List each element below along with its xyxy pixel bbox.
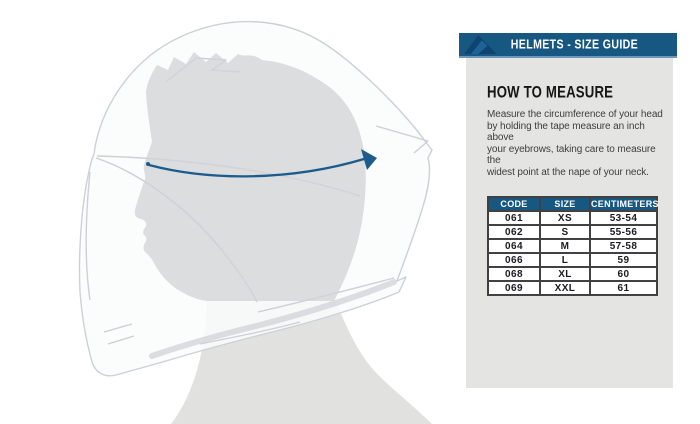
rear-spoiler-detail	[375, 125, 429, 154]
size-table-head: CODE SIZE CENTIMETERS	[487, 196, 659, 212]
cell-code: 068	[487, 266, 541, 282]
size-guide-header-bar: HELMETS - SIZE GUIDE	[459, 33, 677, 58]
cell-code: 066	[487, 252, 541, 268]
cell-centimeters: 60	[589, 266, 658, 282]
chin-vent-detail	[103, 323, 135, 345]
column-header-centimeters: CENTIMETERS	[589, 196, 659, 212]
cell-centimeters: 59	[589, 252, 658, 268]
visor-overlay-line	[95, 157, 221, 249]
cell-size: XL	[539, 266, 591, 282]
cell-centimeters: 55-56	[589, 224, 658, 240]
cell-code: 064	[487, 238, 541, 254]
helmet-measurement-illustration	[78, 20, 433, 424]
cell-code: 061	[487, 210, 541, 226]
table-row: 061 XS 53-54	[487, 210, 658, 226]
column-header-code: CODE	[487, 196, 541, 212]
measure-instructions: Measure the circumference of your head b…	[487, 109, 663, 178]
size-table-body: 061 XS 53-54 062 S 55-56 064 M 57-58 066 L 59 068 XL 6…	[487, 210, 658, 296]
table-row: 062 S 55-56	[487, 224, 658, 240]
brand-logo-icon	[464, 34, 497, 55]
cell-centimeters: 53-54	[589, 210, 658, 226]
cell-centimeters: 57-58	[589, 238, 658, 254]
cell-size: XXL	[539, 280, 591, 296]
cell-size: L	[539, 252, 591, 268]
table-row: 068 XL 60	[487, 266, 658, 282]
section-title: HOW TO MEASURE	[487, 82, 614, 102]
table-row: 069 XXL 61	[487, 280, 658, 296]
header-row: CODE SIZE CENTIMETERS	[487, 196, 659, 212]
cell-size: M	[539, 238, 591, 254]
size-table: CODE SIZE CENTIMETERS 061 XS 53-54 062 S 55-56 0…	[487, 196, 659, 296]
cell-size: XS	[539, 210, 591, 226]
cell-size: S	[539, 224, 591, 240]
how-to-measure-panel: HOW TO MEASURE Measure the circumference…	[466, 58, 673, 388]
table-row: 064 M 57-58	[487, 238, 658, 254]
table-row: 066 L 59	[487, 252, 658, 268]
cell-code: 062	[487, 224, 541, 240]
column-header-size: SIZE	[539, 196, 591, 212]
cell-centimeters: 61	[589, 280, 658, 296]
measurement-arrow-icon	[361, 149, 377, 170]
page-title: HELMETS - SIZE GUIDE	[510, 37, 639, 52]
cell-code: 069	[487, 280, 541, 296]
measurement-line	[146, 149, 377, 178]
helmet-bottom-shading	[149, 279, 397, 359]
